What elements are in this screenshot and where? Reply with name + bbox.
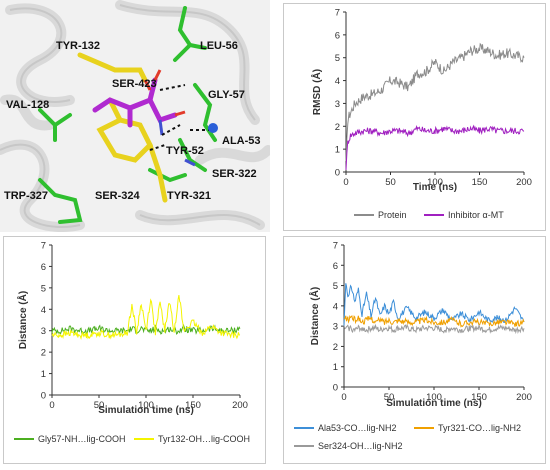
gly-tyr-distance-chart-panel: 0 1 2 3 4 5 6 7 0 50 100 150 200 Simulation time (ns)… bbox=[3, 236, 266, 464]
x-tick-label: 200 bbox=[516, 392, 532, 403]
x-tick-label: 50 bbox=[385, 177, 396, 188]
nitrogen-atoms bbox=[158, 119, 196, 167]
x-tick-label: 0 bbox=[49, 400, 54, 411]
residue-sticks bbox=[38, 6, 217, 224]
label-val-128: VAL-128 bbox=[6, 99, 49, 111]
x-tick-label: 50 bbox=[384, 392, 395, 403]
series-line-2 bbox=[51, 295, 241, 340]
label-gly-57: GLY-57 bbox=[208, 89, 245, 101]
label-ser-324: SER-324 bbox=[95, 190, 141, 202]
y-tick-label: 0 bbox=[335, 168, 340, 179]
y-tick-label: 1 bbox=[41, 369, 46, 380]
series-line-3 bbox=[343, 323, 525, 335]
y-tick-label: 4 bbox=[333, 301, 338, 312]
x-axis-label: Simulation time (ns) bbox=[386, 398, 482, 409]
x-tick-label: 150 bbox=[472, 177, 488, 188]
y-tick-label: 2 bbox=[41, 348, 46, 359]
y-tick-label: 3 bbox=[333, 322, 338, 333]
y-tick-label: 5 bbox=[333, 281, 338, 292]
y-tick-label: 3 bbox=[335, 99, 340, 110]
molecular-structure-image: TYR-132 LEU-56 SER-423 GLY-57 VAL-128 AL… bbox=[0, 0, 273, 232]
oxygen-atoms bbox=[143, 69, 186, 117]
legend-label: Ser324-OH…lig-NH2 bbox=[318, 441, 403, 451]
y-tick-label: 0 bbox=[41, 391, 46, 402]
y-tick-label: 7 bbox=[333, 241, 338, 252]
y-tick-label: 6 bbox=[335, 30, 340, 41]
y-tick-label: 3 bbox=[41, 326, 46, 337]
label-ser-423: SER-423 bbox=[112, 78, 157, 90]
y-tick-label: 2 bbox=[335, 122, 340, 133]
x-axis-label: Simulation time (ns) bbox=[98, 405, 194, 416]
x-tick-label: 200 bbox=[516, 177, 532, 188]
protein-ribbon-outline bbox=[0, 4, 261, 228]
y-tick-label: 7 bbox=[335, 8, 340, 19]
label-ser-322: SER-322 bbox=[212, 168, 257, 180]
inhibitor-magenta bbox=[92, 77, 178, 128]
label-leu-56: LEU-56 bbox=[200, 40, 238, 52]
label-tyr-132: TYR-132 bbox=[56, 40, 100, 52]
y-axis-label: Distance (Å) bbox=[16, 291, 29, 349]
y-tick-label: 7 bbox=[41, 241, 46, 252]
legend-label: Protein bbox=[378, 210, 407, 220]
label-tyr-321: TYR-321 bbox=[167, 190, 211, 202]
y-tick-label: 6 bbox=[333, 261, 338, 272]
molecular-structure-panel: TYR-132 LEU-56 SER-423 GLY-57 VAL-128 AL… bbox=[0, 0, 273, 232]
y-axis-label: RMSD (Å) bbox=[310, 69, 323, 115]
legend-label: Gly57-NH…lig-COOH bbox=[38, 434, 126, 444]
gly-tyr-distance-chart: 0 1 2 3 4 5 6 7 0 50 100 150 200 Simulation time (ns)… bbox=[14, 241, 250, 444]
ala-tyr-ser-distance-chart: 0 1 2 3 4 5 6 7 0 50 100 150 200 Simulation time (ns)… bbox=[294, 241, 532, 451]
hydrogen-bonds bbox=[149, 84, 210, 151]
label-ala-53: ALA-53 bbox=[222, 135, 261, 147]
legend-label: Inhibitor α-MT bbox=[448, 210, 504, 220]
ala-tyr-ser-distance-chart-panel: 0 1 2 3 4 5 6 7 0 50 100 150 200 Simulation time (ns)… bbox=[283, 236, 546, 464]
label-tyr-52: TYR-52 bbox=[166, 145, 204, 157]
x-tick-label: 0 bbox=[341, 392, 346, 403]
ligand-yellow bbox=[77, 52, 168, 203]
rmsd-chart-panel: 0 1 2 3 4 5 6 7 0 50 100 150 200 Time (ns) RMSD (Å) Pro… bbox=[283, 3, 546, 231]
x-tick-label: 100 bbox=[427, 177, 443, 188]
x-tick-label: 100 bbox=[426, 392, 442, 403]
series-line-1 bbox=[345, 42, 525, 162]
legend-label: Tyr321-CO…lig-NH2 bbox=[438, 423, 521, 433]
y-tick-label: 5 bbox=[335, 53, 340, 64]
y-tick-label: 1 bbox=[335, 145, 340, 156]
x-tick-label: 50 bbox=[94, 400, 105, 411]
legend-label: Tyr132-OH…lig-COOH bbox=[158, 434, 250, 444]
label-trp-327: TRP-327 bbox=[4, 190, 48, 202]
y-tick-label: 4 bbox=[335, 76, 340, 87]
y-axis-label: Distance (Å) bbox=[308, 287, 321, 345]
y-tick-label: 6 bbox=[41, 262, 46, 273]
y-tick-label: 5 bbox=[41, 283, 46, 294]
series-line-2 bbox=[345, 124, 525, 171]
x-tick-label: 100 bbox=[138, 400, 154, 411]
y-tick-label: 1 bbox=[333, 362, 338, 373]
x-tick-label: 200 bbox=[232, 400, 248, 411]
legend-label: Ala53-CO…lig-NH2 bbox=[318, 423, 397, 433]
x-tick-label: 0 bbox=[343, 177, 348, 188]
water-molecule bbox=[208, 123, 218, 133]
x-tick-label: 150 bbox=[185, 400, 201, 411]
y-tick-label: 0 bbox=[333, 383, 338, 394]
x-axis-label: Time (ns) bbox=[413, 182, 457, 193]
y-tick-label: 4 bbox=[41, 305, 46, 316]
y-tick-label: 2 bbox=[333, 342, 338, 353]
series-line-2 bbox=[343, 314, 525, 328]
rmsd-chart: 0 1 2 3 4 5 6 7 0 50 100 150 200 Time (ns) RMSD (Å) Pro… bbox=[310, 8, 532, 221]
x-tick-label: 150 bbox=[471, 392, 487, 403]
